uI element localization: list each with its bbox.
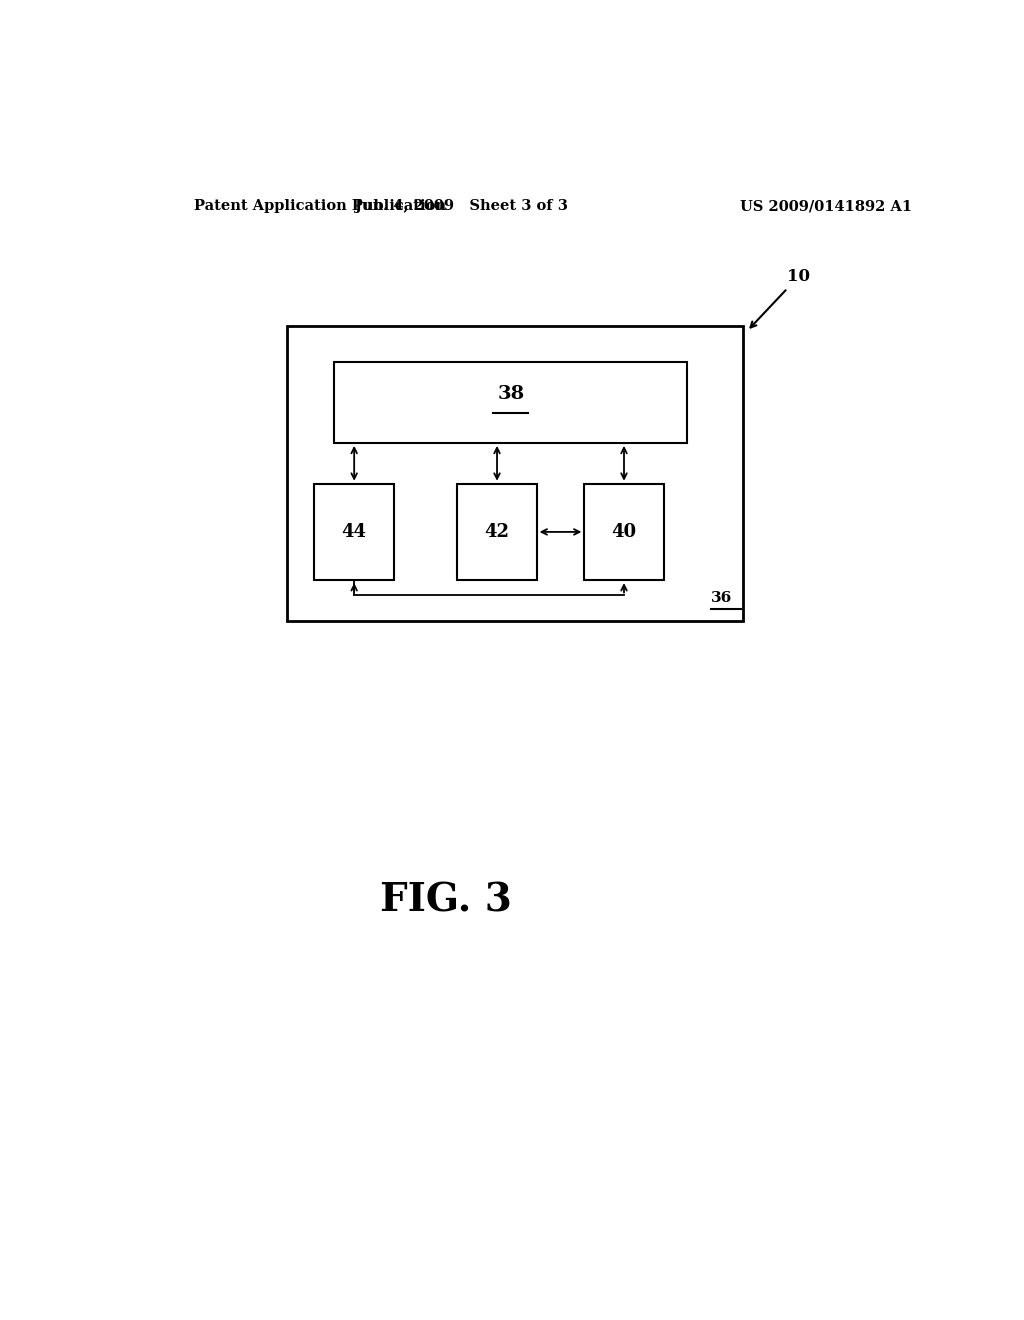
Bar [287,326,743,620]
Bar [334,362,687,444]
Text: 42: 42 [484,523,510,541]
Text: FIG. 3: FIG. 3 [380,882,511,919]
Bar [458,483,537,581]
Text: 36: 36 [712,590,732,605]
Text: 38: 38 [498,385,524,403]
Text: 44: 44 [342,523,367,541]
Bar [585,483,664,581]
Text: Jun. 4, 2009   Sheet 3 of 3: Jun. 4, 2009 Sheet 3 of 3 [355,199,567,213]
Bar [314,483,394,581]
Text: 40: 40 [611,523,637,541]
Text: Patent Application Publication: Patent Application Publication [194,199,445,213]
Text: 10: 10 [751,268,810,327]
Text: US 2009/0141892 A1: US 2009/0141892 A1 [740,199,912,213]
